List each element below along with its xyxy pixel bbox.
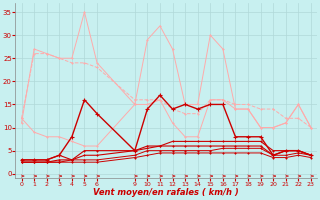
X-axis label: Vent moyen/en rafales ( km/h ): Vent moyen/en rafales ( km/h ) bbox=[93, 188, 239, 197]
